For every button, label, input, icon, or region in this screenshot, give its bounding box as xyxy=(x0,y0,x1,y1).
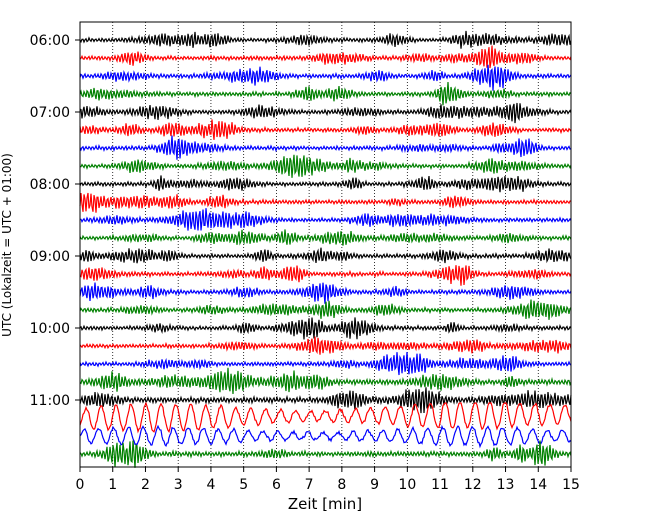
x-tick-label: 7 xyxy=(305,477,314,493)
x-tick-label: 5 xyxy=(239,477,248,493)
trace-0745 xyxy=(79,154,572,178)
y-tick-label: 10:00 xyxy=(30,321,70,337)
trace-0700 xyxy=(79,102,572,124)
x-tick-label: 15 xyxy=(562,477,580,493)
trace-1030 xyxy=(79,352,572,376)
trace-0900 xyxy=(79,247,572,264)
x-tick-label: 6 xyxy=(272,477,281,493)
x-tick-label: 11 xyxy=(431,477,449,493)
y-tick-label: 09:00 xyxy=(30,249,70,265)
x-tick-label: 9 xyxy=(370,477,379,493)
trace-0815 xyxy=(79,192,572,213)
y-axis-label: UTC (Lokalzeit = UTC + 01:00) xyxy=(0,153,14,337)
seismic-traces xyxy=(79,30,572,468)
trace-0845 xyxy=(79,229,572,246)
y-tick-label: 06:00 xyxy=(30,33,70,49)
trace-0800 xyxy=(79,175,572,193)
x-tick-label: 2 xyxy=(141,477,150,493)
trace-1000 xyxy=(79,317,572,340)
trace-0715 xyxy=(79,119,572,140)
x-tick-label: 0 xyxy=(76,477,85,493)
x-tick-label: 3 xyxy=(174,477,183,493)
x-tick-label: 12 xyxy=(464,477,482,493)
y-tick-label: 08:00 xyxy=(30,177,70,193)
trace-0945 xyxy=(79,299,572,320)
trace-0930 xyxy=(79,282,572,304)
trace-1100 xyxy=(79,387,572,414)
trace-1145 xyxy=(79,440,572,468)
trace-1130 xyxy=(79,424,572,449)
trace-0600 xyxy=(79,30,572,49)
x-tick-label: 4 xyxy=(206,477,215,493)
trace-0730 xyxy=(79,135,572,160)
plot-frame xyxy=(79,21,572,468)
y-tick-label: 11:00 xyxy=(30,393,70,409)
trace-0645 xyxy=(79,82,572,106)
x-tick-label: 1 xyxy=(108,477,117,493)
trace-1115 xyxy=(79,401,572,434)
x-axis-ticks: 0 1 2 3 4 5 6 7 8 9 10 11 12 13 14 15 xyxy=(76,467,580,493)
grid-lines xyxy=(112,22,539,467)
y-axis-ticks: 06:00 07:00 08:00 09:00 10:00 11:00 xyxy=(30,33,80,409)
x-tick-label: 13 xyxy=(497,477,515,493)
trace-1015 xyxy=(79,336,572,355)
y-tick-label: 07:00 xyxy=(30,105,70,121)
x-axis-label: Zeit [min] xyxy=(288,495,362,513)
trace-1045 xyxy=(79,367,572,394)
trace-0615 xyxy=(79,45,572,69)
trace-0915 xyxy=(79,265,572,286)
x-tick-label: 14 xyxy=(529,477,547,493)
trace-0830 xyxy=(79,208,572,231)
x-tick-label: 8 xyxy=(337,477,346,493)
x-tick-label: 10 xyxy=(398,477,416,493)
trace-0630 xyxy=(79,64,572,91)
